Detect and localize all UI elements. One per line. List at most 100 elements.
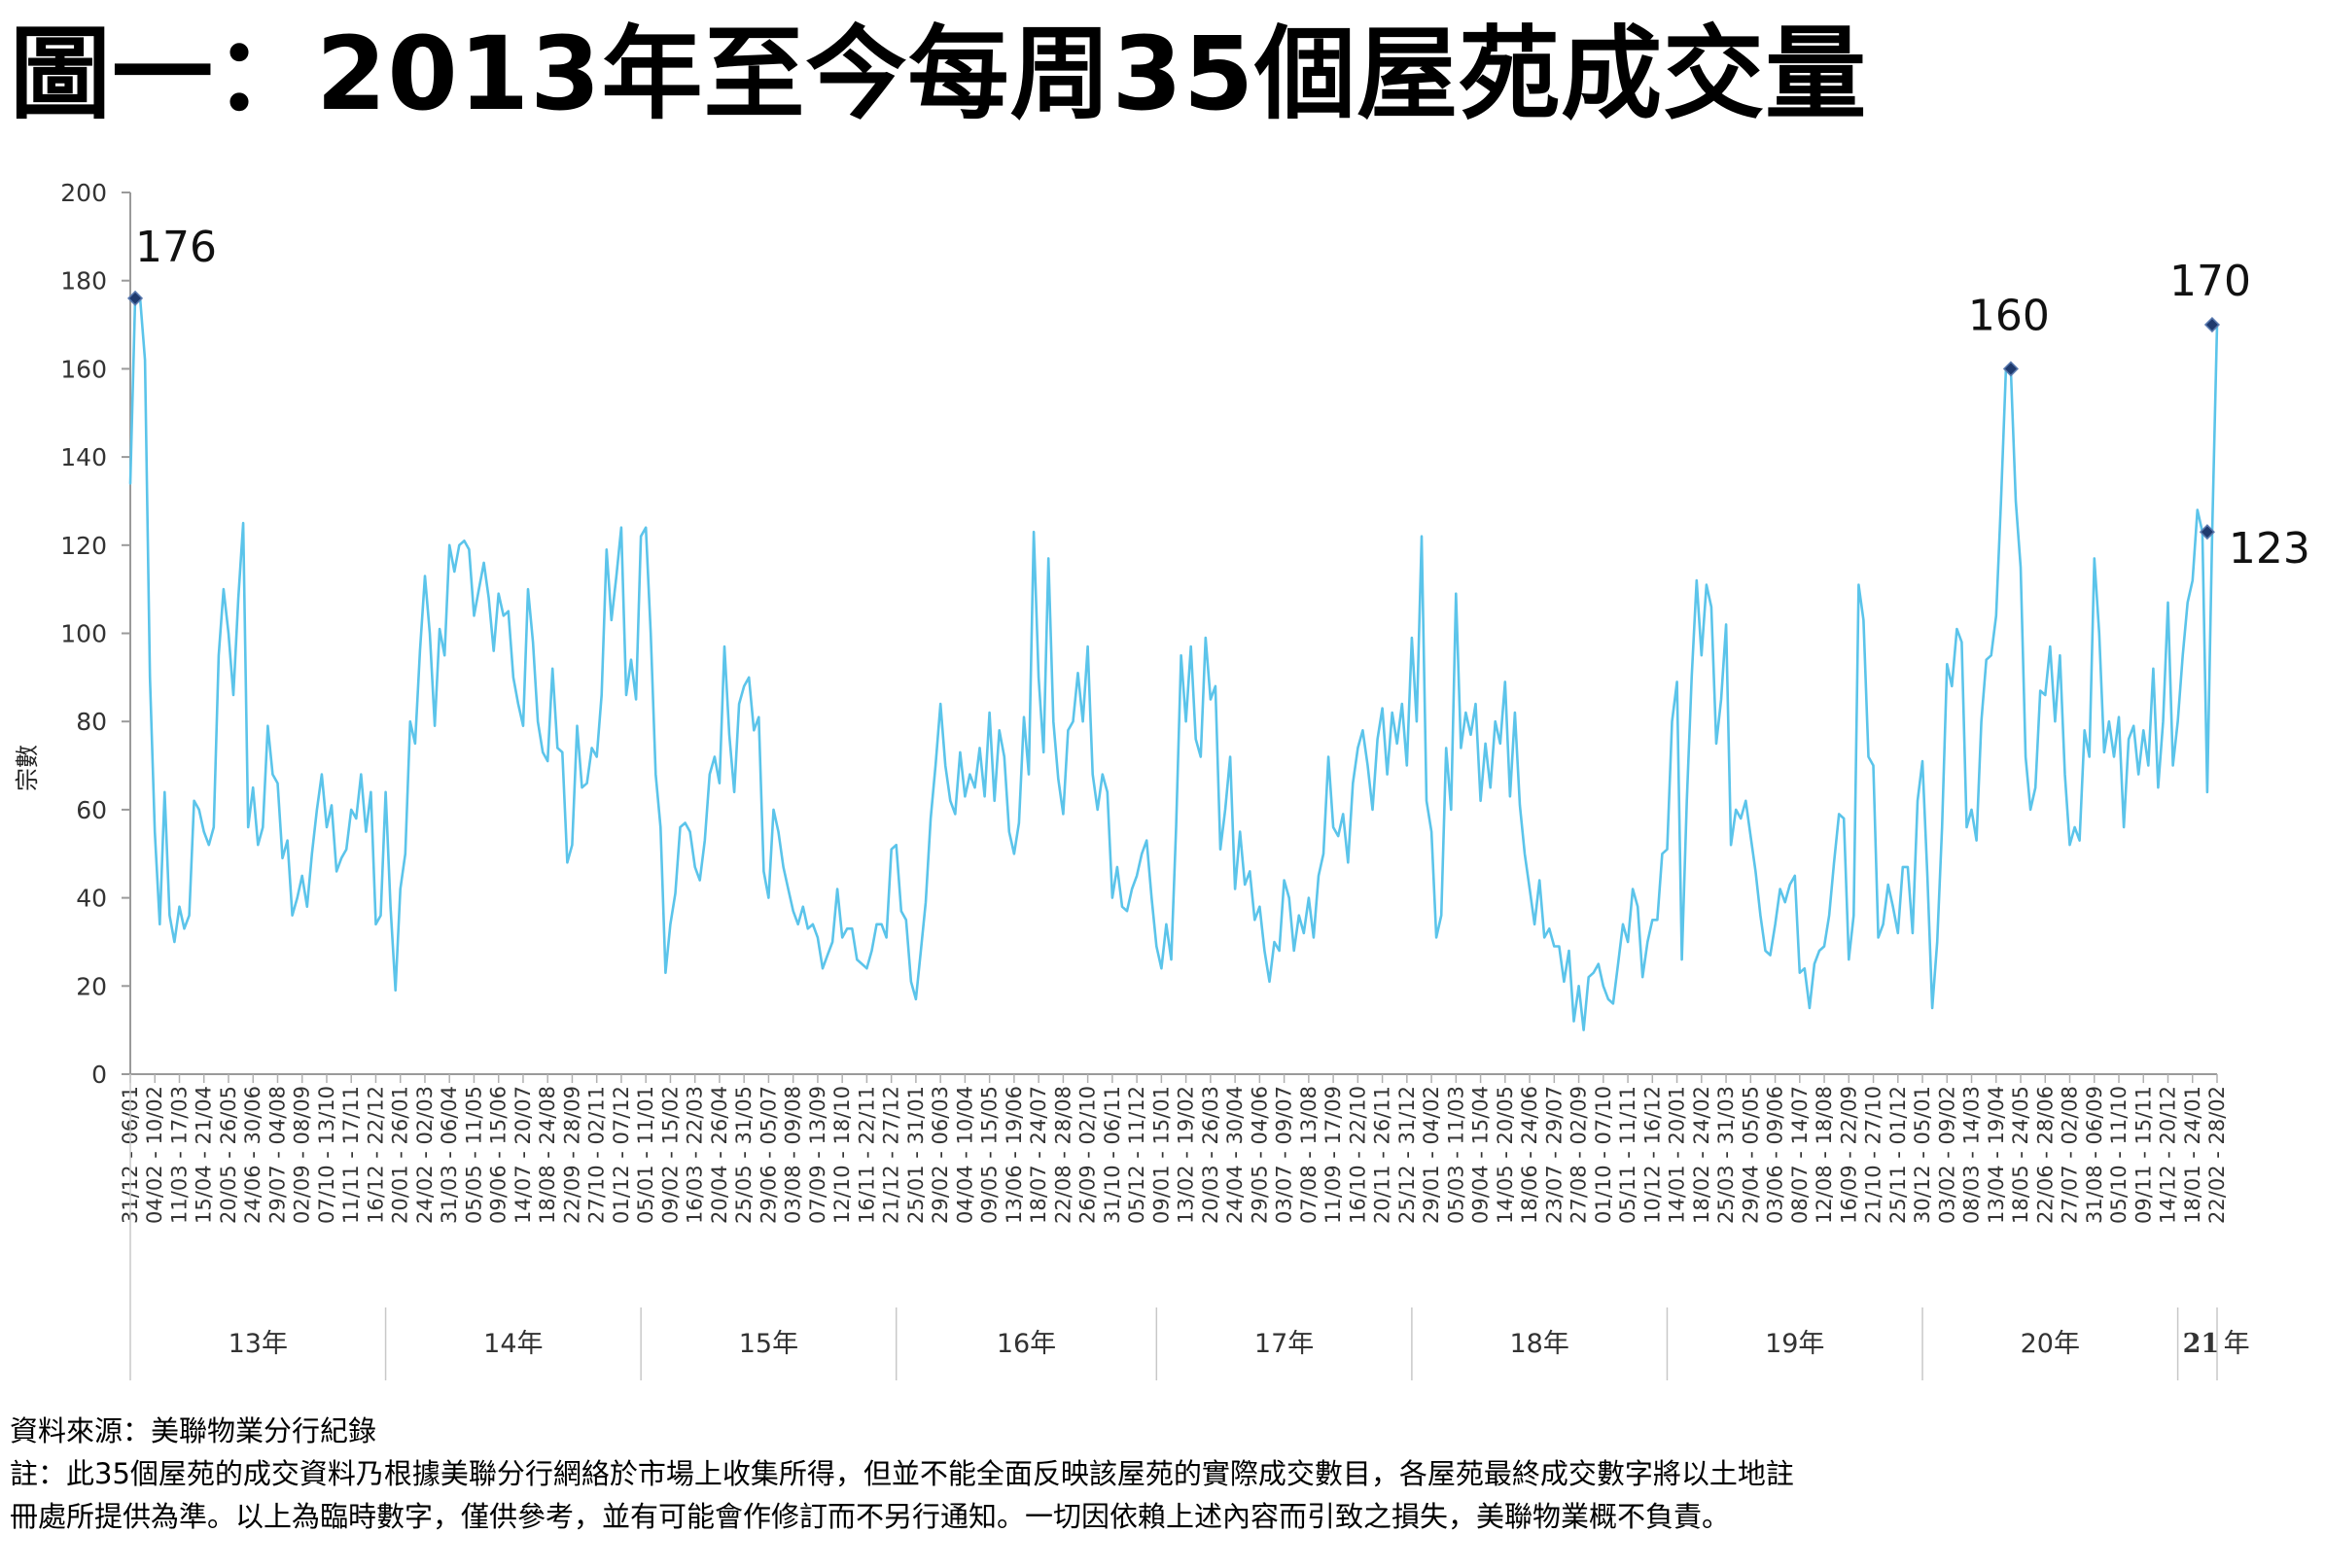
x-tick-label: 27/08 - 02/09 [1568,1086,1591,1224]
x-tick-label: 31/10 - 06/11 [1101,1086,1124,1224]
year-group-label: 20年 [2021,1329,2080,1359]
year-group-suffix: 年 [2224,1329,2250,1359]
x-tick-label: 18/05 - 24/05 [2009,1086,2032,1224]
x-tick-label: 16/11 - 22/11 [855,1086,878,1224]
x-tick-label: 18/07 - 24/07 [1027,1086,1050,1224]
x-tick-label: 12/08 - 18/08 [1813,1086,1836,1224]
x-tick-label: 21/10 - 27/10 [1862,1086,1885,1224]
x-tick-label: 05/10 - 11/10 [2107,1086,2131,1224]
x-tick-label: 18/06 - 24/06 [1518,1086,1541,1224]
disclaimer-line-1: 註：此35個屋苑的成交資料乃根據美聯分行網絡於市場上收集所得，但並不能全面反映該… [10,1457,1794,1490]
x-tick-label: 01/10 - 07/10 [1592,1086,1615,1224]
x-axis: 31/12 - 06/01 04/02 - 10/02 11/03 - 17/03 1… [119,1073,2229,1224]
x-tick-label: 22/06 - 28/06 [2033,1086,2057,1224]
x-tick-label: 27/07 - 02/08 [2059,1086,2082,1224]
y-axis-label: 宗數 [14,745,41,791]
source-note: 資料來源：美聯物業分行紀錄 [10,1414,377,1447]
x-tick-label: 14/05 - 20/05 [1494,1086,1517,1224]
year-group-label: 21 [2183,1329,2220,1359]
y-axis: 0 20 40 60 80 100 120 140 160 180 200 [60,179,131,1089]
x-tick-label: 22/08 - 28/08 [1051,1086,1074,1224]
x-tick-label: 29/05 - 04/06 [1248,1086,1271,1224]
x-tick-label: 10/12 - 16/12 [1640,1086,1664,1224]
data-point-marker [2002,361,2019,377]
x-tick-label: 13/04 - 19/04 [1985,1086,2008,1224]
x-tick-label: 22/09 - 28/09 [560,1086,583,1224]
data-point-marker [2199,524,2215,540]
footnotes: 資料來源：美聯物業分行紀錄 註：此35個屋苑的成交資料乃根據美聯分行網絡於市場上… [10,1410,2314,1538]
x-tick-label: 07/08 - 13/08 [1297,1086,1321,1224]
y-tick-label: 40 [76,885,107,913]
y-tick-label: 20 [76,972,107,1000]
year-group-label: 18年 [1510,1329,1569,1359]
x-tick-label: 14/01 - 20/01 [1666,1086,1689,1224]
y-tick-label: 80 [76,708,107,736]
x-tick-label: 16/09 - 22/09 [1837,1086,1860,1224]
x-tick-label: 21/12 - 27/12 [880,1086,903,1224]
x-tick-label: 11/11 - 17/11 [339,1086,363,1224]
x-tick-label: 14/12 - 20/12 [2157,1086,2180,1224]
line-chart: 0 20 40 60 80 100 120 140 160 180 200 31/12 - 06/0… [14,179,2310,1380]
x-tick-label: 20/03 - 26/03 [1199,1086,1222,1224]
x-tick-label: 09/06 - 15/06 [487,1086,511,1224]
x-tick-label: 29/02 - 06/03 [929,1086,952,1224]
series-weekly-transactions [128,296,2219,1031]
x-tick-label: 03/06 - 09/06 [1764,1086,1787,1224]
x-tick-label: 20/11 - 26/11 [1371,1086,1394,1224]
year-group-label: 14年 [483,1329,543,1359]
year-group-label: 17年 [1254,1329,1314,1359]
x-tick-label: 24/06 - 30/06 [241,1086,264,1224]
x-tick-label: 04/04 - 10/04 [953,1086,976,1224]
y-tick-label: 180 [60,267,107,296]
x-tick-label: 08/07 - 14/07 [1788,1086,1812,1224]
data-label: 170 [2169,257,2251,306]
x-tick-label: 01/12 - 07/12 [610,1086,633,1224]
x-tick-label: 09/05 - 15/05 [978,1086,1002,1224]
x-tick-label: 05/01 - 11/01 [634,1086,657,1224]
x-tick-label: 20/04 - 26/04 [708,1086,731,1224]
x-tick-label: 18/08 - 24/08 [536,1086,559,1224]
y-tick-label: 60 [76,796,107,824]
x-tick-label: 27/10 - 02/11 [585,1086,609,1224]
year-group-axis: 13年 14年 15年 16年 17年 18年 19年 20年 21 年 [129,1074,2250,1380]
x-tick-label: 25/01 - 31/01 [904,1086,928,1224]
x-tick-label: 09/02 - 15/02 [658,1086,682,1224]
x-tick-label: 12/10 - 18/10 [830,1086,854,1224]
data-label: 160 [1968,291,2050,340]
x-tick-label: 11/09 - 17/09 [1321,1086,1345,1224]
x-tick-label: 13/06 - 19/06 [1003,1086,1026,1224]
x-tick-label: 31/03 - 06/04 [438,1086,461,1224]
y-tick-label: 140 [60,443,107,471]
y-tick-label: 0 [91,1061,107,1089]
x-tick-label: 08/03 - 14/03 [1960,1086,1984,1224]
chart-title: 圖一：2013年至今每周35個屋苑成交量 [10,15,1868,133]
year-group-label: 16年 [997,1329,1056,1359]
year-group-label: 15年 [739,1329,798,1359]
x-tick-label: 07/10 - 13/10 [315,1086,338,1224]
y-tick-label: 100 [60,620,107,648]
x-tick-label: 05/11 - 11/11 [1616,1086,1639,1224]
x-tick-label: 20/01 - 26/01 [389,1086,412,1224]
x-tick-label: 05/03 - 11/03 [1444,1086,1467,1224]
x-tick-label: 29/06 - 05/07 [757,1086,780,1224]
x-tick-label: 14/07 - 20/07 [511,1086,535,1224]
x-tick-label: 18/01 - 24/01 [2181,1086,2204,1224]
x-tick-label: 15/04 - 21/04 [193,1086,216,1224]
data-point-marker [2203,316,2221,333]
x-tick-label: 24/04 - 30/04 [1223,1086,1247,1224]
y-tick-label: 120 [60,532,107,560]
x-tick-label: 09/11 - 15/11 [2131,1086,2155,1224]
y-tick-label: 200 [60,179,107,207]
x-tick-label: 29/01 - 04/02 [1420,1086,1443,1224]
x-tick-label: 03/08 - 09/08 [782,1086,805,1224]
series-line [128,296,2219,1031]
x-tick-label: 31/08 - 06/09 [2083,1086,2106,1224]
x-tick-label: 29/07 - 04/08 [265,1086,289,1224]
x-tick-label: 16/10 - 22/10 [1346,1086,1369,1224]
x-tick-label: 18/02 - 24/02 [1690,1086,1713,1224]
x-tick-label: 11/03 - 17/03 [167,1086,191,1224]
year-group-label: 19年 [1765,1329,1824,1359]
x-tick-label: 30/12 - 05/01 [1911,1086,1934,1224]
x-tick-label: 25/12 - 31/12 [1395,1086,1419,1224]
x-tick-label: 20/05 - 26/05 [217,1086,240,1224]
